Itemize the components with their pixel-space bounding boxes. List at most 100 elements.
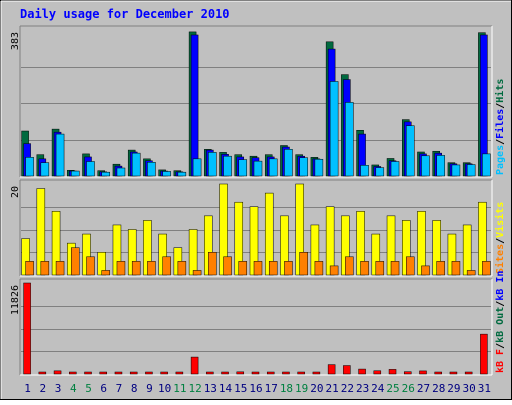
kbf-bar-day-21	[327, 364, 336, 375]
x-axis-label-day-18: 18	[280, 382, 293, 395]
pages-bar-day-28	[436, 155, 445, 177]
pages-bar-day-12	[192, 158, 202, 177]
x-axis-label-day-4: 4	[70, 382, 77, 395]
sites-bar-day-18	[284, 261, 293, 276]
x-axis-label-day-1: 1	[24, 382, 31, 395]
kbf-bar-day-4	[69, 371, 77, 375]
kbf-bar-day-3	[53, 370, 62, 375]
kbytes-panel-legend-item: /	[495, 343, 506, 349]
x-axis-label-day-10: 10	[158, 382, 171, 395]
kbf-bar-day-12	[190, 356, 199, 375]
sites-bar-day-22	[345, 256, 354, 276]
kbf-bar-day-10	[160, 371, 168, 375]
chart-title: Daily usage for December 2010	[20, 7, 230, 21]
visits-sites-panel-ymax-label: 20	[10, 186, 21, 198]
pages-bar-day-23	[360, 165, 369, 177]
sites-bar-day-8	[131, 261, 141, 276]
sites-bar-day-1	[25, 261, 34, 276]
kbytes-panel	[20, 279, 492, 375]
kbytes-panel-legend: kB F/kB Out/kB In	[495, 271, 506, 373]
kbytes-panel-ymax-label: 11826	[10, 285, 21, 315]
x-axis-label-day-6: 6	[100, 382, 107, 395]
kbf-bar-day-7	[114, 371, 123, 375]
hits-files-pages-panel-legend-item: Files	[494, 109, 506, 139]
x-axis-label-day-16: 16	[249, 382, 262, 395]
pages-bar-day-9	[147, 162, 156, 177]
x-axis-label-day-5: 5	[85, 382, 92, 395]
kbytes-panel-legend-item: kB F	[495, 349, 506, 373]
sites-bar-day-2	[40, 261, 50, 276]
pages-bar-day-14	[223, 155, 232, 177]
sites-bar-day-21	[329, 265, 339, 276]
kbf-bar-day-15	[236, 371, 245, 375]
kbf-bar-day-1	[23, 282, 31, 375]
sites-bar-day-23	[360, 261, 369, 276]
pages-bar-day-5	[86, 161, 95, 177]
sites-bar-day-27	[421, 265, 430, 276]
sites-bar-day-30	[466, 270, 476, 276]
kbf-bar-day-14	[221, 371, 229, 375]
pages-bar-day-1	[25, 157, 34, 177]
sites-bar-day-14	[223, 256, 232, 276]
hits-files-pages-panel-legend-item: /	[495, 139, 506, 145]
visits-sites-panel-legend-item: Sites	[494, 244, 506, 274]
sites-bar-day-9	[147, 261, 156, 276]
visits-bar-day-12	[188, 229, 198, 276]
visits-sites-panel-legend: Sites/Visits	[494, 202, 506, 274]
sites-bar-day-7	[116, 261, 126, 276]
pages-bar-day-13	[208, 152, 217, 177]
x-axis-label-day-21: 21	[326, 382, 339, 395]
pages-bar-day-31	[482, 153, 491, 177]
sites-bar-day-24	[375, 261, 385, 276]
pages-bar-day-24	[375, 167, 385, 177]
kbf-bar-day-13	[206, 371, 214, 375]
kbf-bar-day-11	[175, 371, 184, 375]
x-axis-label-day-15: 15	[234, 382, 247, 395]
kbf-bar-day-31	[480, 333, 488, 375]
kbf-bar-day-6	[99, 371, 107, 375]
x-axis-label-day-14: 14	[219, 382, 233, 395]
kbf-bar-day-8	[129, 371, 138, 375]
sites-bar-day-3	[55, 261, 65, 276]
kbf-bar-day-2	[38, 371, 47, 375]
pages-bar-day-8	[131, 152, 141, 177]
kbf-bar-day-22	[343, 365, 351, 375]
pages-bar-day-7	[116, 167, 126, 177]
x-axis-label-day-12: 12	[188, 382, 201, 395]
pages-bar-day-10	[162, 171, 171, 177]
kbf-bar-day-30	[464, 371, 473, 375]
sites-bar-day-31	[482, 261, 491, 276]
pages-bar-day-2	[40, 162, 50, 177]
hits-files-pages-panel-legend-item: /	[495, 103, 506, 109]
kbytes-panel-legend-item: kB Out	[495, 307, 506, 343]
hits-files-pages-panel-legend-item: Pages	[495, 145, 506, 175]
kbf-bar-day-29	[449, 371, 458, 375]
sites-bar-day-10	[162, 256, 171, 276]
pages-bar-day-22	[345, 102, 354, 177]
visits-bar-day-27	[417, 211, 426, 276]
kbf-bar-day-27	[419, 370, 427, 375]
sites-bar-day-25	[390, 261, 400, 276]
pages-bar-day-4	[71, 170, 80, 177]
x-axis-label-day-23: 23	[356, 382, 369, 395]
sites-bar-day-28	[436, 261, 445, 276]
pages-bar-day-16	[253, 160, 263, 177]
x-axis-label-day-11: 11	[173, 382, 186, 395]
kbf-bar-day-23	[358, 368, 366, 375]
x-axis-label-day-7: 7	[116, 382, 123, 395]
kbf-bar-day-5	[84, 371, 92, 375]
kbf-bar-day-9	[145, 371, 153, 375]
pages-bar-day-20	[314, 158, 324, 177]
pages-bar-day-30	[466, 164, 476, 177]
x-axis-label-day-13: 13	[204, 382, 217, 395]
sites-bar-day-26	[406, 256, 415, 276]
x-axis-label-day-25: 25	[386, 382, 399, 395]
x-axis-label-day-22: 22	[341, 382, 354, 395]
sites-bar-day-17	[268, 261, 278, 276]
pages-bar-day-25	[390, 161, 400, 177]
x-axis-label-day-26: 26	[402, 382, 415, 395]
pages-bar-day-18	[284, 149, 293, 177]
pages-bar-day-11	[177, 171, 187, 177]
